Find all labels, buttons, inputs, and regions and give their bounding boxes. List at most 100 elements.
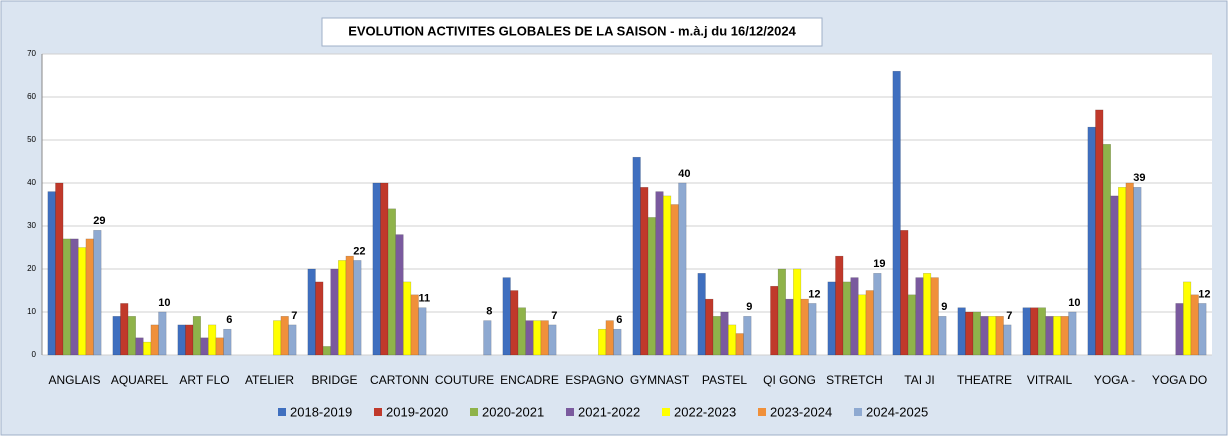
bar: [288, 324, 297, 356]
bar: [1003, 324, 1012, 356]
bar: [972, 311, 981, 356]
data-label: 11: [419, 293, 431, 305]
plot-area: [42, 54, 1212, 355]
bar: [47, 191, 56, 356]
bar: [395, 234, 404, 356]
legend-label: 2024-2025: [866, 404, 928, 419]
bar: [720, 311, 729, 356]
bar: [793, 268, 802, 356]
bar: [923, 273, 932, 356]
bar: [93, 230, 102, 356]
legend-label: 2018-2019: [290, 404, 352, 419]
bar: [835, 255, 844, 356]
bar: [632, 156, 641, 356]
bar: [785, 298, 794, 356]
bar: [322, 346, 331, 356]
data-label: 7: [291, 310, 297, 322]
bar: [1118, 187, 1127, 356]
bar: [200, 337, 209, 356]
x-tick-label: QI GONG: [763, 373, 816, 387]
y-tick-label: 40: [27, 178, 36, 187]
bar: [938, 316, 947, 356]
bar: [988, 316, 997, 356]
bar: [380, 182, 389, 356]
bar: [540, 320, 549, 356]
bar: [965, 311, 974, 356]
bar: [1175, 303, 1184, 356]
bar: [1053, 316, 1062, 356]
bar: [353, 260, 362, 356]
bar: [273, 320, 282, 356]
x-tick-label: BRIDGE: [311, 373, 357, 387]
legend-label: 2023-2024: [770, 404, 832, 419]
bar: [502, 277, 511, 356]
bar: [777, 268, 786, 356]
x-tick-label: YOGA -: [1094, 373, 1135, 387]
bar: [1183, 281, 1192, 356]
bar: [410, 294, 419, 356]
bar: [223, 328, 232, 356]
bar: [957, 307, 966, 356]
legend-label: 2022-2023: [674, 404, 736, 419]
bar: [185, 324, 194, 356]
bar: [510, 290, 519, 356]
data-label: 7: [551, 310, 557, 322]
x-tick-label: STRETCH: [826, 373, 883, 387]
data-label: 40: [678, 168, 690, 180]
bar: [150, 324, 159, 356]
bar: [1110, 195, 1119, 356]
bar: [387, 208, 396, 356]
chart-title: EVOLUTION ACTIVITES GLOBALES DE LA SAISO…: [348, 23, 796, 38]
x-tick-label: ENCADRE: [500, 373, 559, 387]
bar: [112, 316, 121, 356]
data-label: 39: [1133, 172, 1145, 184]
bar: [873, 273, 882, 356]
bar: [678, 182, 687, 356]
x-tick-label: ATELIER: [245, 373, 294, 387]
y-tick-label: 50: [27, 135, 36, 144]
bar: [85, 238, 94, 356]
bar: [517, 307, 526, 356]
bar: [62, 238, 71, 356]
bar: [995, 316, 1004, 356]
bar: [697, 273, 706, 356]
bar: [177, 324, 186, 356]
bar: [120, 303, 129, 356]
bar: [640, 187, 649, 356]
legend-swatch: [662, 408, 670, 416]
bar: [827, 281, 836, 356]
bar: [215, 337, 224, 356]
bar: [372, 182, 381, 356]
legend-swatch: [758, 408, 766, 416]
data-label: 10: [158, 297, 170, 309]
bar: [1102, 144, 1111, 356]
bar: [403, 281, 412, 356]
bar: [55, 182, 64, 356]
data-label: 10: [1068, 297, 1080, 309]
bar: [78, 247, 87, 356]
bar: [705, 298, 714, 356]
title-box: [321, 17, 823, 47]
bar: [525, 320, 534, 356]
legend-swatch: [470, 408, 478, 416]
legend-swatch: [278, 408, 286, 416]
bar: [1198, 303, 1207, 356]
bar: [307, 268, 316, 356]
bar: [1060, 316, 1069, 356]
bar: [858, 294, 867, 356]
data-label: 12: [808, 288, 820, 300]
bar: [143, 341, 152, 356]
y-tick-label: 30: [27, 221, 36, 230]
bar: [865, 290, 874, 356]
bar: [1095, 109, 1104, 356]
bar: [800, 298, 809, 356]
y-tick-label: 0: [32, 350, 37, 359]
bar: [598, 328, 607, 356]
bar: [770, 285, 779, 356]
x-tick-label: GYMNAST: [630, 373, 690, 387]
bar: [980, 316, 989, 356]
data-label: 6: [226, 314, 232, 326]
x-tick-label: CARTONN: [370, 373, 429, 387]
bar: [712, 316, 721, 356]
